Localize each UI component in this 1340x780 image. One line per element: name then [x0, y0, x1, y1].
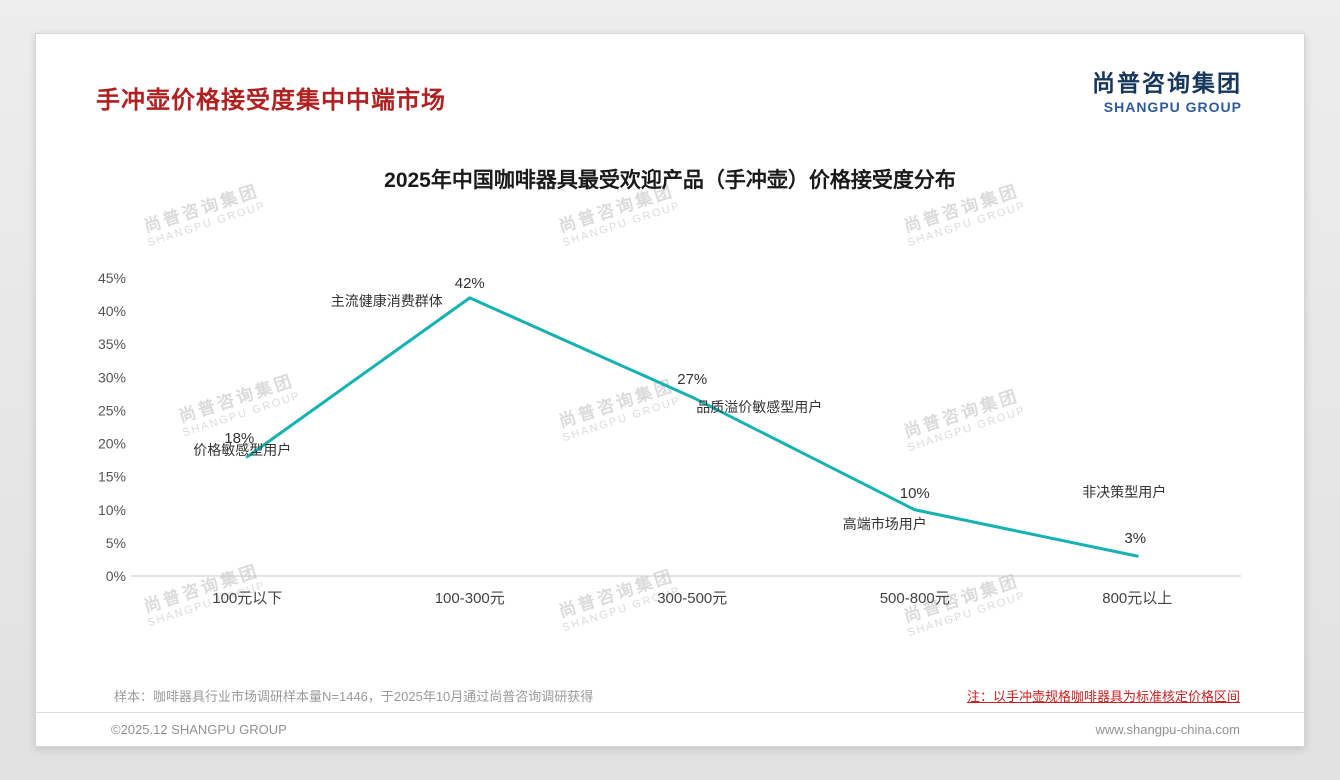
page-title: 手冲壶价格接受度集中中端市场 [96, 87, 446, 114]
point-annotation-label: 非决策型用户 [1082, 484, 1166, 500]
data-point-value-label: 27% [677, 371, 707, 388]
y-tick-label: 30% [98, 369, 126, 385]
logo-chinese-text: 尚普咨询集团 [1092, 70, 1242, 96]
point-annotation-label: 高端市场用户 [843, 516, 927, 532]
chart-title: 2025年中国咖啡器具最受欢迎产品（手冲壶）价格接受度分布 [384, 169, 956, 192]
y-tick-label: 5% [106, 535, 126, 551]
x-category-label: 300-500元 [657, 590, 727, 607]
line-chart-svg: 0% 5% 10% 15% 20% 25% 30% 35% 40% 45% 100元以下 100-30… [98, 270, 1241, 607]
website-text: www.shangpu-china.com [1095, 722, 1240, 737]
notes-row: 样本：咖啡器具行业市场调研样本量N=1446，于2025年10月通过尚普咨询调研… [114, 686, 1240, 705]
y-tick-label: 25% [98, 402, 126, 418]
copyright-text: ©2025.12 SHANGPU GROUP [111, 722, 287, 737]
footer-divider [36, 712, 1304, 713]
x-category-label: 100-300元 [435, 590, 505, 607]
sample-note: 样本：咖啡器具行业市场调研样本量N=1446，于2025年10月通过尚普咨询调研… [114, 689, 594, 704]
y-tick-label: 15% [98, 469, 126, 485]
logo-english-text: SHANGPU GROUP [1103, 99, 1242, 115]
x-category-label: 100元以下 [212, 590, 282, 607]
y-tick-label: 0% [106, 568, 126, 584]
y-tick-label: 20% [98, 436, 126, 452]
y-tick-label: 35% [98, 336, 126, 352]
x-category-label: 800元以上 [1102, 590, 1172, 607]
y-tick-label: 45% [98, 270, 126, 286]
footer: ©2025.12 SHANGPU GROUP www.shangpu-china… [111, 722, 1240, 737]
data-point-value-label: 10% [900, 485, 930, 502]
data-point-value-label: 3% [1124, 530, 1146, 547]
x-category-label: 500-800元 [880, 590, 950, 607]
data-point-value-label: 42% [455, 275, 485, 292]
price-definition-note: 注：以手冲壶规格咖啡器具为标准核定价格区间 [966, 689, 1240, 704]
y-tick-label: 40% [98, 303, 126, 319]
trend-line [245, 296, 1139, 558]
point-annotation-label: 主流健康消费群体 [331, 293, 443, 309]
point-annotation-label: 品质溢价敏感型用户 [696, 399, 822, 415]
data-point-value-label: 18% [224, 430, 254, 447]
point-annotation-label: 价格敏感型用户 [193, 442, 291, 458]
price-acceptance-line-chart: 0% 5% 10% 15% 20% 25% 30% 35% 40% 45% 100元以下 100-30… [96, 235, 1276, 630]
y-tick-label: 10% [98, 502, 126, 518]
logo: 尚普咨询集团 SHANGPU GROUP [1092, 64, 1242, 115]
slide: 手冲壶价格接受度集中中端市场 尚普咨询集团 SHANGPU GROUP 2025… [35, 33, 1305, 747]
